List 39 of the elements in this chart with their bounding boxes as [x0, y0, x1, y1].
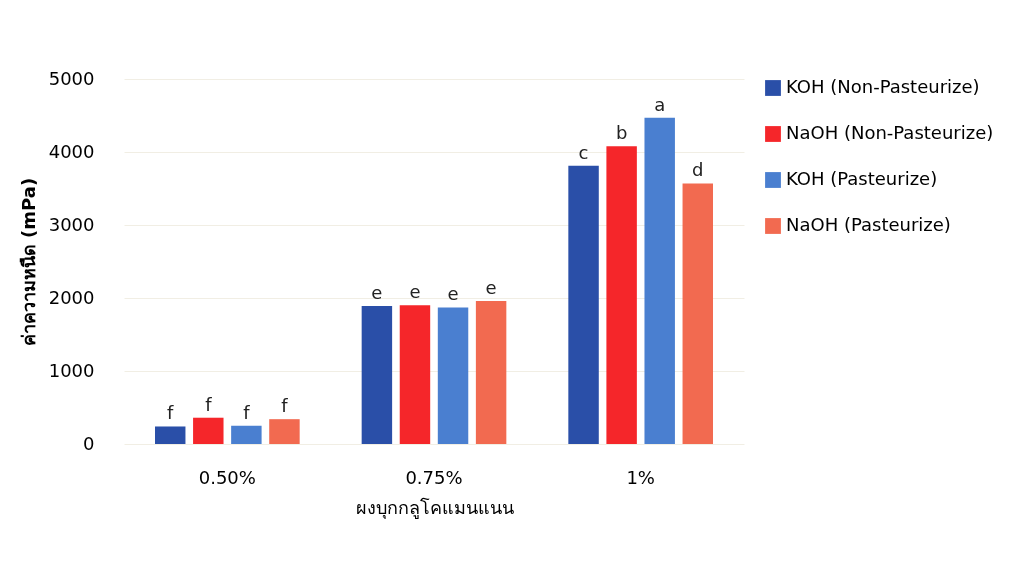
bar: [682, 183, 713, 444]
y-axis-title: ค่าความหนืด (mPa): [17, 177, 39, 347]
legend-label: NaOH (Pasteurize): [786, 214, 951, 235]
bar: [361, 306, 393, 444]
y-tick-label: 5000: [48, 67, 95, 89]
legend-label: KOH (Pasteurize): [786, 168, 938, 189]
x-tick-label: 1%: [626, 466, 655, 488]
x-axis-title: ผงบุกกลูโคแมนแนน: [355, 496, 514, 519]
annotation: f: [243, 401, 251, 423]
legend-label: NaOH (Non-Pasteurize): [786, 122, 994, 143]
legend-label: KOH (Non-Pasteurize): [786, 76, 980, 97]
annotation: f: [167, 402, 175, 424]
bar: [568, 165, 599, 444]
annotation: f: [281, 395, 289, 417]
y-tick-label: 2000: [48, 286, 95, 308]
annotation: c: [578, 141, 589, 163]
bar: [437, 307, 469, 444]
bar: [155, 426, 186, 444]
annotation: e: [371, 282, 383, 304]
annotation: e: [409, 281, 421, 303]
annotation: f: [205, 393, 213, 415]
bar: [231, 425, 262, 444]
annotation: b: [615, 122, 628, 144]
annotation: e: [485, 276, 497, 298]
bar: [193, 417, 224, 444]
bar: [644, 117, 675, 444]
x-tick-label: 0.50%: [198, 466, 256, 488]
x-tick-label: 0.75%: [405, 466, 463, 488]
annotation: d: [692, 159, 704, 181]
y-tick-label: 1000: [48, 359, 95, 381]
y-tick-label: 3000: [48, 213, 95, 235]
bar: [399, 305, 431, 444]
bar: [269, 419, 300, 444]
bar: [475, 300, 507, 444]
bar: [606, 146, 637, 444]
annotation: a: [654, 93, 666, 115]
annotation: e: [447, 283, 459, 305]
y-tick-label: 0: [83, 432, 95, 454]
y-tick-label: 4000: [48, 140, 95, 162]
